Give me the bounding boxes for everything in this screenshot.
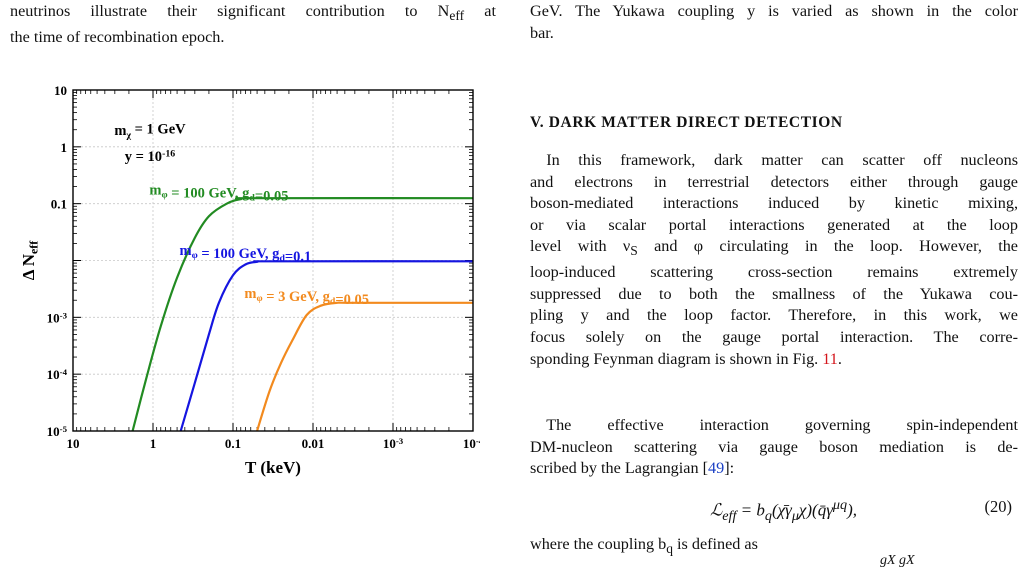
series-line-3 xyxy=(256,301,473,432)
chart-tick-labels: 10 1 0.1 0.01 10-3 10-4 10-5 10-4 10-3 0.1 1 10 xyxy=(47,83,480,451)
paragraph-effective-interaction: The effective interaction governing spin… xyxy=(530,415,1018,480)
series-line-2 xyxy=(179,260,474,432)
series-label-1: mφ = 100 GeV, gd=0.05 xyxy=(149,182,288,204)
paragraph-line: suppressed due to both the smallness of … xyxy=(530,284,1018,303)
right-caption-fragment: GeV. The Yukawa coupling y is varied as … xyxy=(530,1,1018,44)
x-tick-label: 10 xyxy=(67,436,80,451)
paragraph-line: focus solely on the gauge portal interac… xyxy=(530,327,1018,346)
paragraph-line: In this framework, dark matter can scatt… xyxy=(530,151,1018,169)
x-tick-label: 0.1 xyxy=(225,436,241,451)
left-caption-line: neutrinos illustrate their significant c… xyxy=(10,2,496,24)
paragraph-line: level with νS and φ circulating in the l… xyxy=(530,237,1018,259)
paragraph-line: or via scalar portal interactions genera… xyxy=(530,215,1018,234)
y-tick-label: 10 xyxy=(54,83,67,98)
coupling-definition-text: where the coupling bq is defined as xyxy=(530,534,1018,560)
chart-curves: mφ = 100 GeV, gd=0.05 mφ = 100 GeV, gd=0.… xyxy=(131,182,474,432)
left-caption-fragment: neutrinos illustrate their significant c… xyxy=(10,1,496,48)
right-caption-line: GeV. The Yukawa coupling y is varied as … xyxy=(530,2,1018,20)
paragraph-line: sponding Feynman diagram is shown in Fig… xyxy=(530,349,842,368)
y-axis-title: Δ Neff xyxy=(19,240,41,280)
x-axis-title: T (keV) xyxy=(245,458,301,477)
delta-neff-chart: mφ = 100 GeV, gd=0.05 mφ = 100 GeV, gd=0.… xyxy=(19,83,480,477)
chart-annotation: mχ = 1 GeV xyxy=(114,122,186,141)
paragraph-line: boson-mediated interactions induced by k… xyxy=(530,194,1018,213)
chart-annotation: y = 10-16 xyxy=(125,149,175,165)
paragraph-line: scribed by the Lagrangian [49]: xyxy=(530,459,735,478)
paragraph-line: pling y and the loop factor. Therefore, … xyxy=(530,306,1018,325)
paragraph-line: where the coupling bq is defined as xyxy=(530,535,758,557)
y-tick-label: 1 xyxy=(61,140,68,155)
y-tick-label: 10-4 xyxy=(47,367,68,382)
series-label-2: mφ = 100 GeV, gd=0.1 xyxy=(179,243,311,265)
paragraph-line: loop-induced scattering cross-section re… xyxy=(530,263,1018,282)
paragraph-line: and electrons in terrestrial detectors e… xyxy=(530,172,1018,191)
series-line-1 xyxy=(131,197,474,432)
x-tick-label: 10-4 xyxy=(463,436,480,451)
left-caption-line: the time of recombination epoch. xyxy=(10,27,225,46)
series-label-3: mφ = 3 GeV, gd=0.05 xyxy=(244,286,369,308)
paragraph-line: The effective interaction governing spin… xyxy=(530,416,1018,434)
section-heading: V. DARK MATTER DIRECT DETECTION xyxy=(530,114,843,131)
paragraph-line: DM-nucleon scattering via gauge boson me… xyxy=(530,437,1018,456)
cut-off-equation-fragment: gX gX xyxy=(880,553,915,568)
x-tick-label: 10-3 xyxy=(383,436,404,451)
x-tick-label: 0.01 xyxy=(302,436,325,451)
chart-annotations: mχ = 1 GeV y = 10-16 xyxy=(114,122,186,165)
equation-number: (20) xyxy=(984,497,1013,516)
x-tick-label: 1 xyxy=(150,436,157,451)
paragraph-direct-detection: In this framework, dark matter can scatt… xyxy=(530,150,1018,370)
lagrangian-equation: ℒeff = bq(χ̄γμχ)(q̄γμq), xyxy=(710,497,858,525)
plot-frame xyxy=(72,89,474,432)
y-tick-label: 10-3 xyxy=(47,310,68,325)
y-tick-label: 0.1 xyxy=(51,197,67,212)
equation-20: ℒeff = bq(χ̄γμχ)(q̄γμq), (20) xyxy=(530,497,1018,525)
y-tick-label: 10-5 xyxy=(47,424,68,439)
right-caption-line: bar. xyxy=(530,23,554,42)
